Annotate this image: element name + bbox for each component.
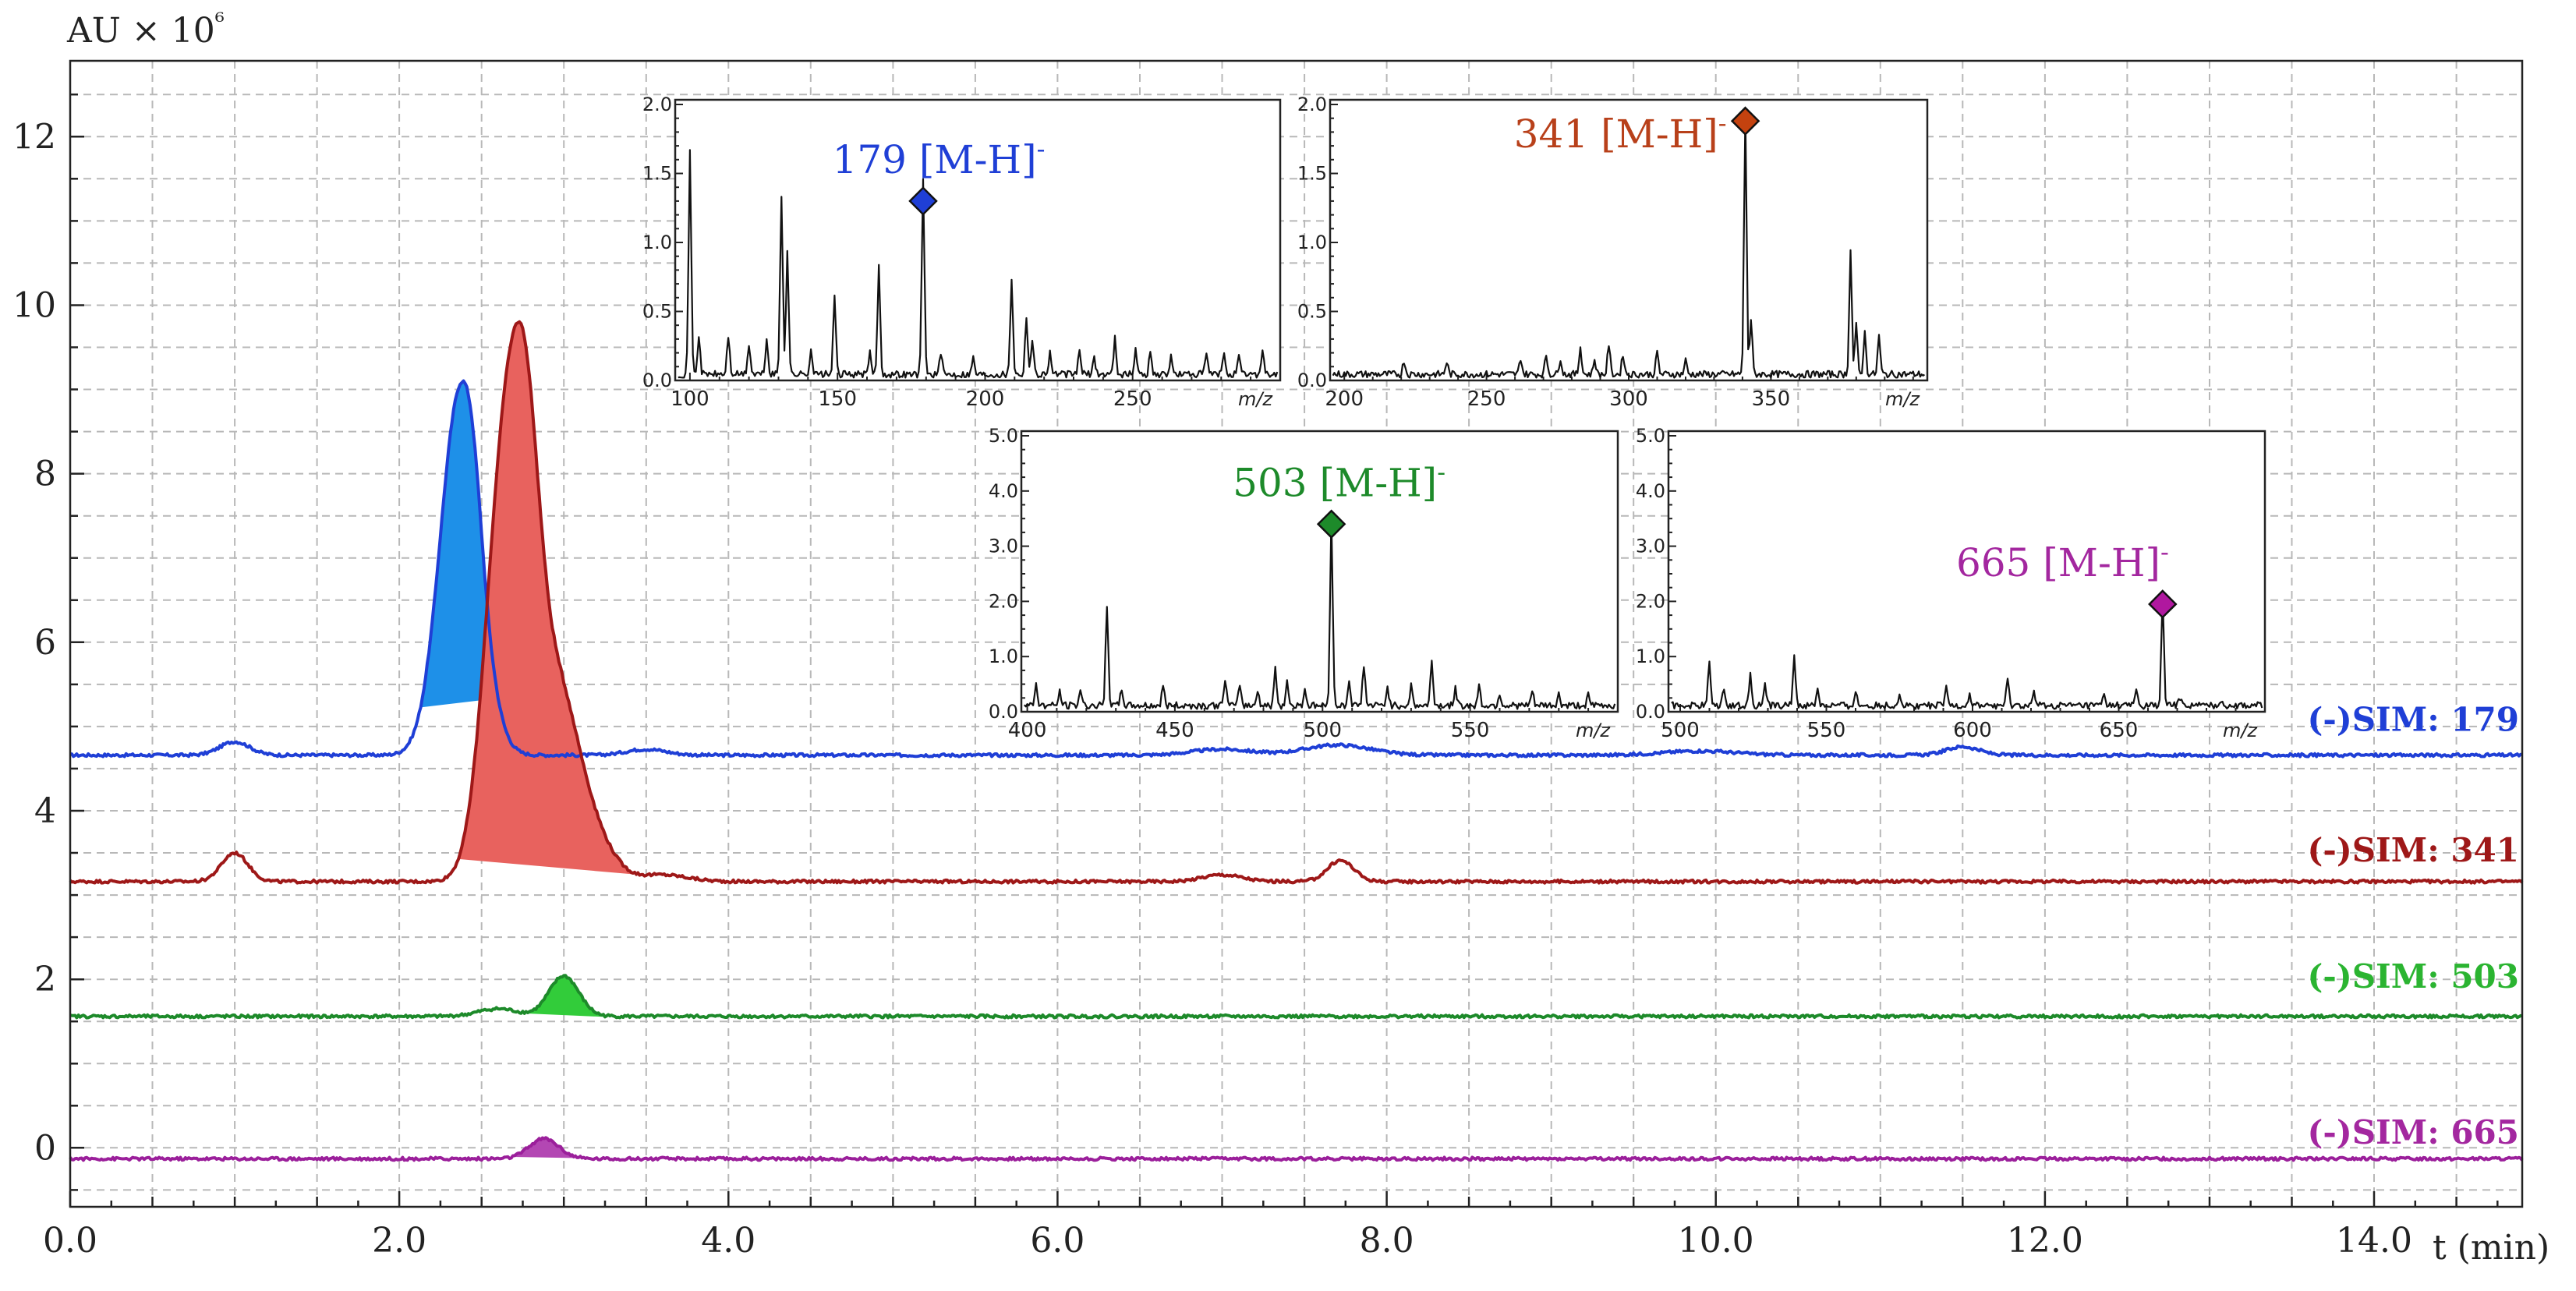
inset-y-tick-label: 0.5 xyxy=(642,301,672,323)
inset-x-tick-label: 400 xyxy=(1008,719,1047,742)
y-axis-label: AU × 10⁶ xyxy=(66,9,225,51)
inset-y-tick-label: 5.0 xyxy=(989,425,1018,447)
inset-x-tick-label: 550 xyxy=(1807,719,1846,742)
inset-x-tick-label: 650 xyxy=(2100,719,2139,742)
inset-spectrum-4: 0.0 1.0 2.0 3.0 4.0 5.0 500 550 600 650 m/z 665 [M-… xyxy=(1636,425,2266,742)
inset-annotation: 503 [M-H]- xyxy=(1233,457,1445,505)
inset-annotation: 341 [M-H]- xyxy=(1514,108,1727,157)
inset-y-tick-label: 1.0 xyxy=(642,232,672,253)
peak-marker-diamond xyxy=(1730,106,1760,136)
sim-trace-1 xyxy=(69,379,2523,759)
inset-x-tick-label: 600 xyxy=(1953,719,1992,742)
inset-frame xyxy=(1329,98,1929,382)
main-axes xyxy=(69,59,2524,1208)
inset-y-tick-label: 0.5 xyxy=(1297,301,1327,323)
y-tick-label: 6 xyxy=(34,623,56,663)
x-axis-label: t (min) xyxy=(2433,1228,2549,1268)
inset-x-tick-label: 250 xyxy=(1467,387,1506,411)
mass-spectrum-insets: 0.0 0.5 1.0 1.5 2.0 100 150 200 250 m/z 179 [M-H]-… xyxy=(642,94,2266,742)
series-label-1: (-)SIM: 179 xyxy=(2308,700,2519,738)
y-tick-label: 2 xyxy=(34,960,56,999)
inset-spectrum-1: 0.0 0.5 1.0 1.5 2.0 100 150 200 250 m/z 179 [M-H]- xyxy=(642,94,1282,411)
inset-x-axis-label: m/z xyxy=(1576,720,1611,741)
y-tick-label: 8 xyxy=(34,455,56,494)
inset-x-tick-label: 350 xyxy=(1752,387,1791,411)
series-label-3: (-)SIM: 503 xyxy=(2308,957,2519,996)
peak-marker-diamond xyxy=(1316,509,1346,539)
y-tick-label: 10 xyxy=(12,286,56,326)
mass-spectrum-line xyxy=(678,149,1279,379)
inset-x-tick-label: 550 xyxy=(1451,719,1490,742)
inset-y-tick-label: 5.0 xyxy=(1636,425,1665,447)
peak-marker-diamond xyxy=(908,186,938,216)
x-tick-label: 12.0 xyxy=(2007,1221,2083,1261)
peak-marker-diamond xyxy=(2148,589,2178,619)
mass-spectrum-line xyxy=(1024,514,1616,710)
inset-x-tick-label: 200 xyxy=(966,387,1005,411)
inset-x-tick-label: 500 xyxy=(1303,719,1342,742)
series-label-4: (-)SIM: 665 xyxy=(2308,1113,2519,1151)
main-tick-labels: 0.0 2.0 4.0 6.0 8.0 10.0 12.0 14.0 0 2 4 6 8 10 12 xyxy=(12,117,2412,1261)
inset-y-tick-label: 4.0 xyxy=(1636,480,1665,502)
inset-x-axis-label: m/z xyxy=(2223,720,2258,741)
inset-y-tick-label: 2.0 xyxy=(1636,590,1665,612)
inset-x-axis-label: m/z xyxy=(1238,388,1273,410)
inset-x-tick-label: 450 xyxy=(1155,719,1194,742)
x-tick-label: 0.0 xyxy=(43,1221,97,1261)
inset-x-tick-label: 300 xyxy=(1609,387,1648,411)
sim-trace-3 xyxy=(69,974,2523,1020)
y-tick-label: 4 xyxy=(34,791,56,831)
peak-fill-3 xyxy=(524,975,605,1017)
inset-y-tick-label: 2.0 xyxy=(1297,94,1327,115)
inset-y-tick-label: 0.0 xyxy=(1297,370,1327,391)
inset-y-tick-label: 4.0 xyxy=(989,480,1018,502)
mass-spectrum-line xyxy=(1332,111,1926,379)
inset-y-tick-label: 1.5 xyxy=(642,163,672,185)
inset-spectrum-3: 0.0 1.0 2.0 3.0 4.0 5.0 400 450 500 550 m/z 503 [M-… xyxy=(989,425,1619,742)
inset-frame xyxy=(1667,430,2266,713)
plot-frame xyxy=(69,59,2524,1208)
x-tick-label: 8.0 xyxy=(1360,1221,1414,1261)
series-labels: (-)SIM: 179 (-)SIM: 341 (-)SIM: 503 (-)SIM:… xyxy=(2308,700,2519,1151)
inset-spectrum-2: 0.0 0.5 1.0 1.5 2.0 200 250 300 350 m/z 341 [M-H]- xyxy=(1297,94,1929,411)
y-tick-label: 0 xyxy=(34,1128,56,1168)
inset-y-tick-label: 0.0 xyxy=(989,701,1018,723)
inset-y-tick-label: 2.0 xyxy=(989,590,1018,612)
x-tick-label: 14.0 xyxy=(2336,1221,2412,1261)
inset-annotation: 665 [M-H]- xyxy=(1956,537,2169,585)
inset-x-tick-label: 250 xyxy=(1113,387,1152,411)
inset-x-axis-label: m/z xyxy=(1885,388,1920,410)
inset-y-tick-label: 0.0 xyxy=(1636,701,1665,723)
sim-trace-4 xyxy=(69,1136,2524,1162)
x-tick-label: 6.0 xyxy=(1030,1221,1085,1261)
inset-x-tick-label: 100 xyxy=(671,387,709,411)
inset-x-tick-label: 200 xyxy=(1325,387,1364,411)
x-tick-label: 4.0 xyxy=(701,1221,755,1261)
mass-spectrum-line xyxy=(1671,594,2263,710)
inset-y-tick-label: 1.0 xyxy=(1297,232,1327,253)
peak-fill-2 xyxy=(458,321,646,876)
inset-y-tick-label: 1.0 xyxy=(989,646,1018,667)
x-tick-label: 10.0 xyxy=(1678,1221,1754,1261)
inset-frame xyxy=(1020,430,1619,713)
peak-fill-1 xyxy=(420,380,498,708)
inset-y-tick-label: 2.0 xyxy=(642,94,672,115)
inset-y-tick-label: 1.5 xyxy=(1297,163,1327,185)
y-tick-label: 12 xyxy=(12,117,56,157)
inset-y-tick-label: 1.0 xyxy=(1636,646,1665,667)
sim-traces xyxy=(69,320,2524,1162)
series-label-2: (-)SIM: 341 xyxy=(2308,831,2519,869)
peak-fill-4 xyxy=(508,1137,589,1159)
inset-frame xyxy=(674,98,1282,382)
x-tick-label: 2.0 xyxy=(372,1221,426,1261)
inset-y-tick-label: 3.0 xyxy=(1636,536,1665,557)
sim-trace-2 xyxy=(69,320,2524,885)
peak-fills xyxy=(420,321,646,1159)
inset-y-tick-label: 3.0 xyxy=(989,536,1018,557)
inset-x-tick-label: 500 xyxy=(1661,719,1700,742)
inset-x-tick-label: 150 xyxy=(818,387,857,411)
inset-annotation: 179 [M-H]- xyxy=(833,134,1046,182)
inset-y-tick-label: 0.0 xyxy=(642,370,672,391)
